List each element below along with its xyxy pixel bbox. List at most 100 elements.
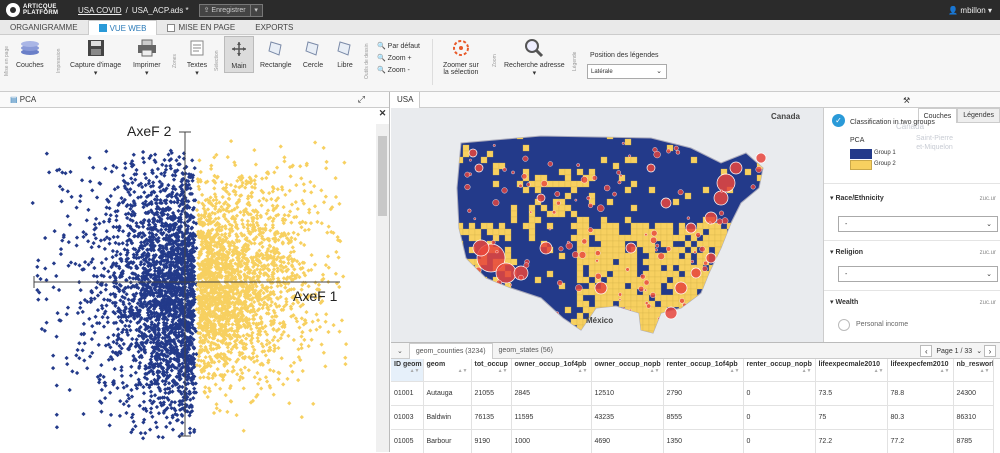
- next-page-button[interactable]: ›: [984, 345, 996, 357]
- pca-panel-header: ▤ PCA ⤢: [0, 92, 389, 108]
- layer-visible-check[interactable]: ✓: [832, 114, 845, 127]
- couches-label: Couches: [16, 62, 44, 69]
- couches-button[interactable]: Couches: [16, 38, 44, 69]
- table-cell: 72.2: [815, 429, 887, 453]
- sort-icon[interactable]: ▲▼: [475, 368, 508, 374]
- personal-income-toggle[interactable]: [838, 319, 850, 331]
- search-address-button[interactable]: Recherche adresse ▾: [504, 38, 565, 77]
- legend-position-select[interactable]: Latérale⌄: [587, 64, 667, 79]
- group2-label: Group 2: [874, 161, 896, 167]
- table-cell: 2845: [511, 381, 591, 405]
- zoom-selection-button[interactable]: Zoomer sur la sélection: [443, 38, 479, 76]
- section-wealth[interactable]: ▾ Wealth: [830, 298, 858, 306]
- zoom-list: 🔍 Par défaut 🔍 Zoom + 🔍 Zoom -: [377, 40, 420, 76]
- column-header[interactable]: lifeexpecmale2010▲▼: [815, 359, 887, 381]
- group1-swatch: [850, 149, 872, 159]
- group-label: Outils de dessin: [364, 39, 370, 83]
- scrollbar-thumb[interactable]: [378, 136, 387, 216]
- zoom-in-button[interactable]: 🔍 Zoom +: [377, 52, 420, 64]
- circle-icon: [302, 38, 324, 58]
- tab-vue-web[interactable]: VUE WEB: [88, 20, 158, 35]
- sort-icon[interactable]: ▲▼: [891, 368, 950, 374]
- column-header[interactable]: nb_resworl▲▼: [953, 359, 993, 381]
- zoom-default-button[interactable]: 🔍 Par défaut: [377, 40, 420, 52]
- zoom-out-button[interactable]: 🔍 Zoom -: [377, 64, 420, 76]
- section-religion[interactable]: ▾ Religion: [830, 248, 863, 256]
- table-cell: 77.2: [887, 429, 953, 453]
- column-label: renter_occup_nopb: [747, 361, 812, 368]
- race-select[interactable]: -⌄: [838, 216, 998, 232]
- sort-icon[interactable]: ▲▼: [819, 368, 884, 374]
- map-svg: [391, 108, 823, 342]
- settings-icon[interactable]: ⚒: [903, 96, 910, 105]
- table-cell: 24300: [953, 381, 993, 405]
- sort-icon[interactable]: ▲▼: [427, 368, 468, 374]
- sort-icon[interactable]: ▲▼: [747, 368, 812, 374]
- save-button[interactable]: ⇪ Enregistrer: [199, 4, 251, 17]
- pca-scrollbar[interactable]: [376, 124, 389, 452]
- app-logo[interactable]: ARTICQUE PLATFORM: [0, 0, 78, 20]
- column-header[interactable]: renter_occup_1of4pb▲▼: [663, 359, 743, 381]
- label-canada: Canada: [771, 112, 800, 121]
- imprimer-button[interactable]: Imprimer ▾: [133, 38, 161, 77]
- textes-button[interactable]: Textes ▾: [186, 38, 208, 77]
- column-header[interactable]: geom▲▼: [423, 359, 471, 381]
- column-header[interactable]: owner_occup_1of4pb▲▼: [511, 359, 591, 381]
- zoom-plus-label: Zoom +: [388, 55, 412, 62]
- religion-select[interactable]: -⌄: [838, 266, 998, 282]
- table-cell: 11595: [511, 405, 591, 429]
- column-header[interactable]: owner_occup_nopb▲▼: [591, 359, 663, 381]
- sort-icon[interactable]: ▲▼: [394, 368, 420, 374]
- rectangle-tool-button[interactable]: Rectangle: [260, 38, 292, 69]
- column-label: tot_occup: [475, 361, 508, 368]
- collapse-button[interactable]: ⌄: [391, 343, 409, 359]
- close-icon[interactable]: ✕: [376, 108, 389, 124]
- sort-icon[interactable]: ▲▼: [515, 368, 588, 374]
- column-header[interactable]: ID geom▲▼: [391, 359, 423, 381]
- tab-geom-states[interactable]: geom_states (56): [493, 343, 559, 359]
- group2-swatch: [850, 160, 872, 170]
- column-header[interactable]: renter_occup_nopb▲▼: [743, 359, 815, 381]
- group-label: Zoom: [492, 39, 498, 83]
- tab-usa[interactable]: USA: [391, 92, 420, 108]
- tab-geom-counties[interactable]: geom_counties (3234): [409, 343, 493, 359]
- column-header[interactable]: lifeexpecfem2010▲▼: [887, 359, 953, 381]
- wealth-title: Wealth: [835, 299, 858, 306]
- main-tool-button[interactable]: Main: [224, 36, 254, 73]
- sort-icon[interactable]: ▲▼: [595, 368, 660, 374]
- chevron-right-icon: ›: [989, 347, 992, 356]
- table-cell: 12510: [591, 381, 663, 405]
- sort-icon[interactable]: ▲▼: [957, 368, 990, 374]
- map-canvas[interactable]: Canada México: [391, 108, 823, 342]
- column-header[interactable]: tot_occup▲▼: [471, 359, 511, 381]
- freehand-icon: [334, 38, 356, 58]
- section-race[interactable]: ▾ Race/Ethnicity: [830, 194, 884, 202]
- user-menu[interactable]: 👤 mbillon ▾: [948, 0, 992, 20]
- tab-legendes[interactable]: Légendes: [957, 108, 1000, 123]
- chevron-down-icon: ⌄: [656, 67, 662, 75]
- sort-icon[interactable]: ▲▼: [667, 368, 740, 374]
- libre-tool-button[interactable]: Libre: [334, 38, 356, 69]
- table-cell: Baldwin: [423, 405, 471, 429]
- table-cell: 01003: [391, 405, 423, 429]
- expand-icon[interactable]: ⤢: [358, 94, 365, 105]
- axis-x-label: AxeF 1: [293, 288, 338, 304]
- tab-organigramme[interactable]: ORGANIGRAMME: [0, 20, 88, 35]
- capture-button[interactable]: Capture d'image ▾: [70, 38, 121, 77]
- cercle-tool-button[interactable]: Cercle: [302, 38, 324, 69]
- group-label: Légende: [572, 39, 578, 83]
- table-cell: 01005: [391, 429, 423, 453]
- tab-exports[interactable]: EXPORTS: [245, 20, 303, 35]
- search-icon: [523, 38, 545, 58]
- save-options-button[interactable]: ▾: [251, 4, 263, 17]
- prev-page-button[interactable]: ‹: [920, 345, 932, 357]
- chevron-down-icon[interactable]: ⌄: [976, 347, 984, 355]
- tab-pca[interactable]: ▤ PCA: [4, 92, 42, 108]
- tab-mise-en-page[interactable]: MISE EN PAGE: [157, 20, 245, 35]
- breadcrumb-project[interactable]: USA COVID: [78, 6, 122, 15]
- user-name: mbillon: [960, 6, 985, 15]
